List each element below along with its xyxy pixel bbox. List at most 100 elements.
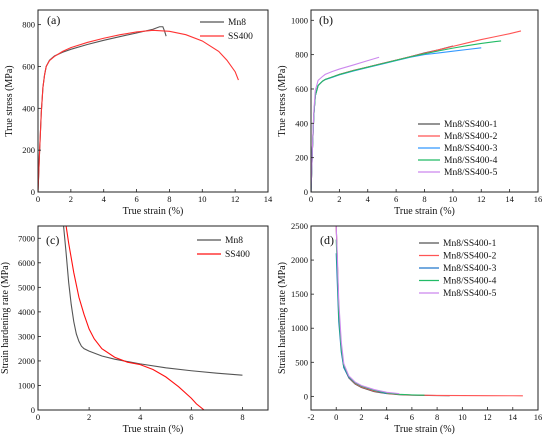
x-tick-label: 2 [337,194,341,204]
legend-entry: Mn8/SS400-5 [444,168,498,178]
legend-entry: SS400 [225,250,250,260]
x-tick-label: 4 [102,194,107,204]
legend-entry: Mn8 [225,236,243,246]
legend-entry: Mn8/SS400-2 [444,132,498,142]
x-tick-label: 10 [458,412,467,422]
y-tick-label: 5000 [18,282,35,292]
panel-label: (c) [46,233,59,247]
x-tick-label: -2 [307,412,314,422]
x-tick-label: 2 [69,194,73,204]
y-tick-label: 800 [22,20,35,30]
x-tick-label: 2 [359,412,363,422]
x-tick-label: 10 [449,194,458,204]
panel-1: 0 2 4 6 8 10 12 14 0 200 400 600 800 True strain (%) T… [4,9,273,217]
y-tick-label: 1500 [291,289,308,299]
y-axis-label: True stress (MPa) [277,65,288,136]
x-axis-label: True strain (%) [394,424,455,435]
legend: Mn8 SS400 [200,18,253,42]
legend: Mn8/SS400-1 Mn8/SS400-2 Mn8/SS400-3 Mn8/SS4… [418,120,498,178]
panel-3: 0 2 4 6 8 0 1000 2000 3000 4000 5000 6000 7000 True s… [0,225,269,435]
y-tick-label: 200 [22,145,35,155]
legend-entry: Mn8/SS400-5 [443,289,497,299]
y-tick-label: 0 [304,391,308,401]
legend-entry: Mn8 [228,18,246,28]
x-tick-label: 12 [483,412,492,422]
series-line-1 [63,226,243,376]
y-tick-label: 500 [295,357,308,367]
y-axis-label: Strain hardening rate (MPa) [277,262,288,374]
y-tick-label: 0 [304,187,308,197]
panel-4: -2 0 2 4 6 8 10 12 14 16 0 500 1000 1500 2000 2500 True … [277,221,542,435]
x-tick-label: 6 [410,412,414,422]
y-tick-label: 2500 [291,221,308,231]
plot-frame [37,9,269,193]
plot-frame [310,9,539,193]
y-tick-label: 400 [22,103,35,113]
x-tick-label: 6 [394,194,398,204]
y-tick-label: 1000 [291,15,308,25]
series-line-3 [335,253,387,395]
y-tick-label: 200 [295,153,308,163]
legend-entry: Mn8/SS400-1 [444,120,498,130]
x-tick-label: 2 [87,412,91,422]
y-tick-label: 4000 [18,307,35,317]
legend-entry: Mn8/SS400-3 [443,264,497,274]
x-tick-label: 16 [534,194,543,204]
x-tick-label: 8 [167,194,171,204]
x-tick-label: 14 [264,194,273,204]
legend-entry: Mn8/SS400-2 [443,252,497,262]
x-tick-label: 8 [422,194,426,204]
y-tick-label: 2000 [291,255,308,265]
series-line-5 [335,226,400,395]
legend: Mn8/SS400-1 Mn8/SS400-2 Mn8/SS400-3 Mn8/SS4… [419,239,497,299]
x-axis-label: True strain (%) [123,424,184,435]
y-tick-label: 6000 [18,258,35,268]
x-tick-label: 14 [505,194,514,204]
x-tick-label: 8 [435,412,439,422]
legend-entry: Mn8/SS400-4 [444,156,498,166]
series-line-4 [335,239,425,396]
legend-entry: Mn8/SS400-4 [443,277,497,287]
x-tick-label: 0 [334,412,338,422]
x-tick-label: 12 [231,194,240,204]
panel-label: (d) [320,233,334,247]
x-tick-label: 10 [198,194,207,204]
y-tick-label: 2000 [18,356,35,366]
y-tick-label: 1000 [291,323,308,333]
panel-2: 0 2 4 6 8 10 12 14 16 0 200 400 600 800 1000 True strai… [277,9,543,217]
panel-label: (b) [319,13,333,27]
legend: Mn8 SS400 [197,236,250,260]
x-axis-label: True strain (%) [123,206,184,217]
plot-frame [310,225,539,411]
y-tick-label: 1000 [18,380,35,390]
y-tick-label: 400 [295,118,308,128]
legend-entry: SS400 [228,32,253,42]
x-tick-label: 4 [138,412,143,422]
y-tick-label: 0 [31,405,35,415]
x-tick-label: 4 [385,412,390,422]
x-tick-label: 12 [477,194,486,204]
x-axis-label: True strain (%) [394,206,455,217]
y-axis-label: True stress (MPa) [4,65,15,136]
series-line-2 [38,29,239,192]
y-tick-label: 800 [295,50,308,60]
series-line-4 [311,40,502,192]
x-tick-label: 16 [534,412,543,422]
legend-entry: Mn8/SS400-3 [444,144,498,154]
y-tick-label: 7000 [18,233,35,243]
x-tick-label: 0 [36,194,40,204]
y-tick-label: 0 [31,187,35,197]
y-tick-label: 600 [22,61,35,71]
legend-entry: Mn8/SS400-1 [443,239,497,249]
x-tick-label: 4 [366,194,371,204]
x-tick-label: 14 [509,412,518,422]
panel-label: (a) [47,13,60,27]
plot-frame [37,225,269,411]
series-line-2 [65,226,205,410]
series-line-1 [335,226,450,397]
x-tick-label: 0 [309,194,313,204]
x-tick-label: 0 [36,412,40,422]
y-axis-label: Strain hardening rate (MPa) [0,262,11,374]
series-line-1 [38,26,167,192]
